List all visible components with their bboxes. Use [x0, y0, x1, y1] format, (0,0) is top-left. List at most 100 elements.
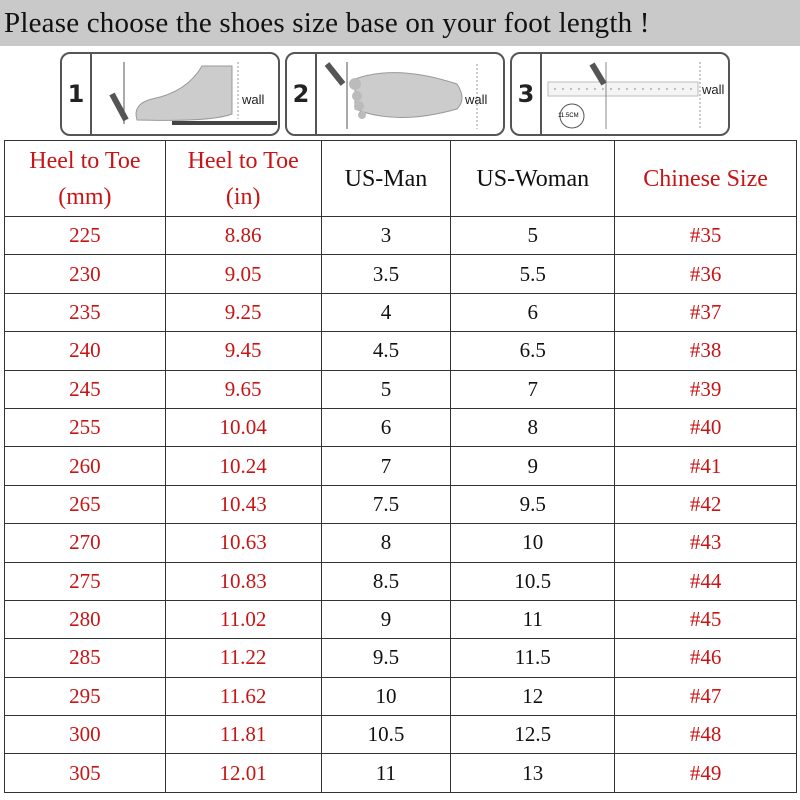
cell-chinese-size: #48	[614, 715, 797, 755]
cell-us-man: 7.5	[320, 484, 452, 525]
cell-us-man: 9	[320, 599, 452, 640]
cell-in: 11.22	[164, 638, 322, 678]
table-row: 235 9.25 4 6 #37	[4, 292, 797, 333]
foot-side-measure-icon	[109, 62, 277, 125]
table-row: 245 9.65 5 7 #39	[4, 369, 797, 409]
step-1-panel: 1 wall	[60, 52, 280, 136]
cell-us-man: 3.5	[320, 254, 452, 294]
cell-mm: 295	[4, 676, 166, 717]
table-row: 270 10.63 8 10 #43	[4, 523, 797, 563]
cell-mm: 265	[4, 484, 166, 525]
cell-mm: 235	[4, 292, 166, 333]
table-row: 305 12.01 11 13 #49	[4, 753, 797, 793]
cell-us-man: 9.5	[320, 638, 452, 678]
cell-in: 11.81	[164, 715, 322, 755]
cell-us-man: 4.5	[320, 331, 452, 371]
step-number: 2	[287, 54, 317, 134]
step-2-panel: 2 wall	[285, 52, 505, 136]
cell-us-woman: 7	[450, 369, 616, 409]
size-chart-table: Heel to Toe (mm) Heel to Toe (in) US-Man U…	[4, 140, 797, 793]
cell-us-man: 5	[320, 369, 452, 409]
cell-in: 10.24	[164, 446, 322, 486]
step-number: 1	[62, 54, 92, 134]
foot-top-measure-icon	[324, 62, 478, 129]
cell-mm: 275	[4, 561, 166, 601]
table-row: 255 10.04 6 8 #40	[4, 407, 797, 448]
cell-us-woman: 11.5	[450, 638, 616, 678]
cell-in: 11.62	[164, 676, 322, 717]
table-row: 230 9.05 3.5 5.5 #36	[4, 254, 797, 294]
cell-chinese-size: #49	[614, 753, 797, 793]
cell-chinese-size: #42	[614, 484, 797, 525]
wall-label: wall	[242, 92, 265, 107]
cell-us-woman: 9	[450, 446, 616, 486]
cell-chinese-size: #44	[614, 561, 797, 601]
cell-us-woman: 5.5	[450, 254, 616, 294]
cell-us-woman: 13	[450, 753, 616, 793]
table-row: 300 11.81 10.5 12.5 #48	[4, 715, 797, 755]
cell-chinese-size: #38	[614, 331, 797, 371]
header-heel-toe-mm: Heel to Toe (mm)	[4, 140, 166, 217]
cell-chinese-size: #39	[614, 369, 797, 409]
cell-mm: 260	[4, 446, 166, 486]
cell-in: 12.01	[164, 753, 322, 793]
cell-us-woman: 5	[450, 215, 616, 256]
cell-us-man: 8	[320, 523, 452, 563]
cell-mm: 240	[4, 331, 166, 371]
header-row: Heel to Toe (mm) Heel to Toe (in) US-Man U…	[4, 140, 797, 217]
cell-us-man: 4	[320, 292, 452, 333]
cell-in: 10.63	[164, 523, 322, 563]
cell-mm: 225	[4, 215, 166, 256]
cell-us-woman: 12.5	[450, 715, 616, 755]
cell-in: 10.04	[164, 407, 322, 448]
cell-mm: 300	[4, 715, 166, 755]
table-row: 285 11.22 9.5 11.5 #46	[4, 638, 797, 678]
cell-us-man: 10.5	[320, 715, 452, 755]
table-row: 225 8.86 3 5 #35	[4, 215, 797, 256]
header-line: Heel to Toe	[187, 147, 299, 174]
table-row: 280 11.02 9 11 #45	[4, 599, 797, 640]
header-line: Heel to Toe	[29, 147, 141, 174]
header-us-woman: US-Woman	[450, 140, 616, 217]
cell-in: 9.05	[164, 254, 322, 294]
ruler-label: 11.5CM	[558, 113, 579, 119]
ruler-measure-icon	[547, 62, 701, 129]
cell-us-woman: 6	[450, 292, 616, 333]
cell-us-woman: 11	[450, 599, 616, 640]
cell-in: 11.02	[164, 599, 322, 640]
cell-in: 9.45	[164, 331, 322, 371]
step-number: 3	[512, 54, 542, 134]
table-row: 275 10.83 8.5 10.5 #44	[4, 561, 797, 601]
cell-mm: 230	[4, 254, 166, 294]
cell-in: 10.83	[164, 561, 322, 601]
cell-chinese-size: #47	[614, 676, 797, 717]
cell-in: 8.86	[164, 215, 322, 256]
cell-chinese-size: #41	[614, 446, 797, 486]
header-line: (mm)	[58, 183, 112, 210]
cell-chinese-size: #37	[614, 292, 797, 333]
cell-us-man: 8.5	[320, 561, 452, 601]
cell-us-man: 11	[320, 753, 452, 793]
cell-mm: 245	[4, 369, 166, 409]
cell-mm: 270	[4, 523, 166, 563]
cell-chinese-size: #43	[614, 523, 797, 563]
header-line: (in)	[225, 183, 261, 210]
table-row: 295 11.62 10 12 #47	[4, 676, 797, 717]
wall-label: wall	[702, 82, 725, 97]
cell-in: 9.65	[164, 369, 322, 409]
cell-us-woman: 10	[450, 523, 616, 563]
cell-us-woman: 6.5	[450, 331, 616, 371]
cell-mm: 305	[4, 753, 166, 793]
wall-label: wall	[465, 92, 488, 107]
cell-chinese-size: #35	[614, 215, 797, 256]
cell-us-woman: 10.5	[450, 561, 616, 601]
cell-chinese-size: #45	[614, 599, 797, 640]
cell-in: 9.25	[164, 292, 322, 333]
cell-mm: 285	[4, 638, 166, 678]
cell-us-man: 6	[320, 407, 452, 448]
header-us-man: US-Man	[320, 140, 452, 217]
header-chinese-size: Chinese Size	[614, 140, 797, 217]
cell-us-man: 3	[320, 215, 452, 256]
cell-us-woman: 9.5	[450, 484, 616, 525]
cell-us-woman: 8	[450, 407, 616, 448]
